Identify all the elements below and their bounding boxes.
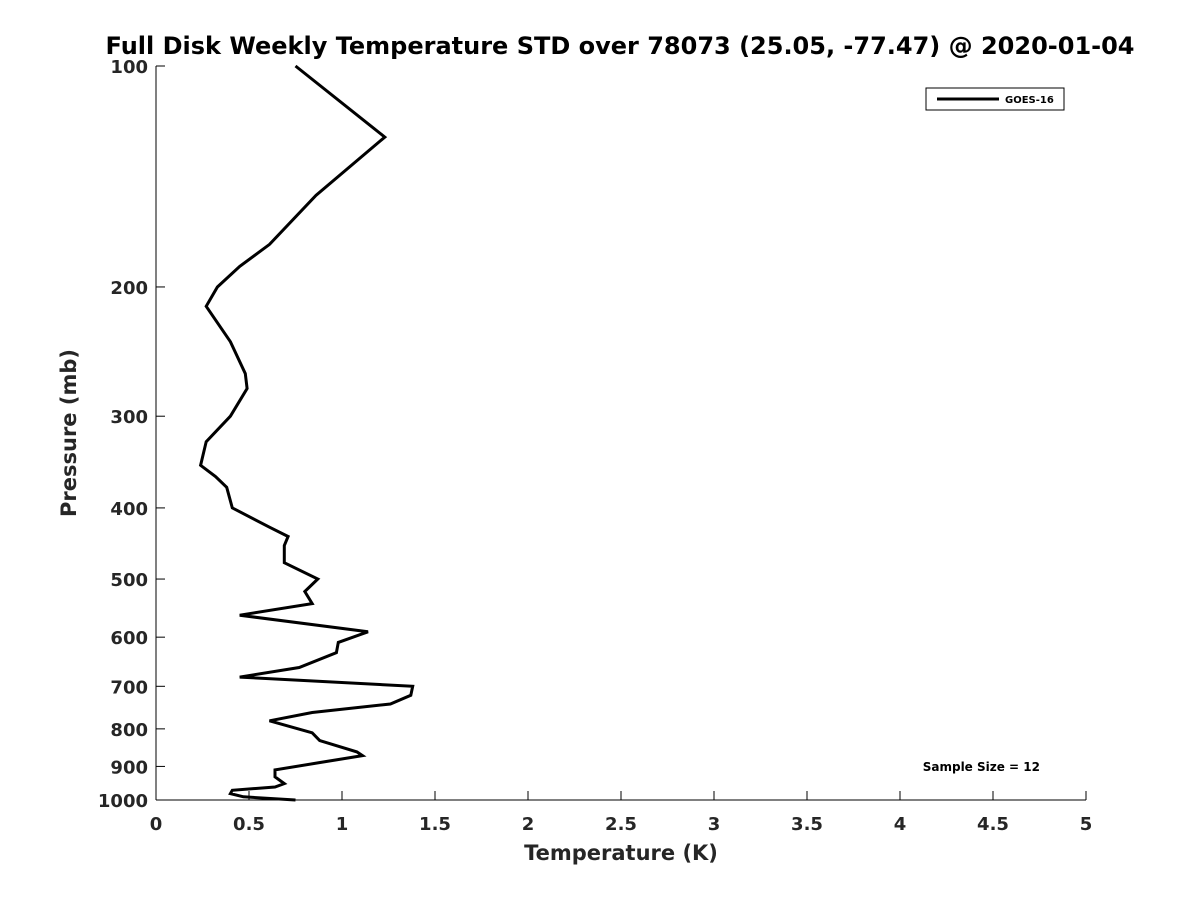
x-axis-label: Temperature (K) <box>524 841 718 865</box>
y-tick-label: 400 <box>110 499 148 520</box>
chart-title: Full Disk Weekly Temperature STD over 78… <box>106 32 1135 60</box>
y-tick-label: 200 <box>110 278 148 299</box>
sample-size-annotation: Sample Size = 12 <box>923 760 1040 774</box>
x-tick-label: 2 <box>522 814 535 835</box>
legend: GOES-16 <box>925 87 1065 111</box>
x-tick-label: 5 <box>1080 814 1093 835</box>
x-tick-label: 4 <box>894 814 907 835</box>
y-tick-label: 800 <box>110 720 148 741</box>
data-points <box>201 66 413 800</box>
y-tick-label: 500 <box>110 570 148 591</box>
y-tick-label: 100 <box>110 57 148 78</box>
x-tick-label: 2.5 <box>605 814 637 835</box>
y-tick-label: 300 <box>110 407 148 428</box>
y-tick-label: 600 <box>110 628 148 649</box>
y-tick-label: 1000 <box>98 791 148 812</box>
x-tick-label: 3 <box>708 814 721 835</box>
legend-entry-goes-16: GOES-16 <box>1005 95 1054 106</box>
y-tick-label: 700 <box>110 677 148 698</box>
x-tick-label: 1 <box>336 814 349 835</box>
x-tick-label: 0 <box>150 814 163 835</box>
x-tick-label: 4.5 <box>977 814 1009 835</box>
series-line-goes-16 <box>198 64 415 802</box>
x-tick-label: 3.5 <box>791 814 823 835</box>
axes <box>155 66 1086 801</box>
x-tick-label: 0.5 <box>233 814 265 835</box>
y-tick-label: 900 <box>110 757 148 778</box>
y-ticks: 100 200 300 400 500 600 700 800 900 1000 <box>98 57 165 812</box>
y-axis-label: Pressure (mb) <box>57 349 81 517</box>
x-ticks: 0 0.5 1 1.5 2 2.5 3 3.5 4 4.5 5 <box>150 791 1093 835</box>
x-tick-label: 1.5 <box>419 814 451 835</box>
